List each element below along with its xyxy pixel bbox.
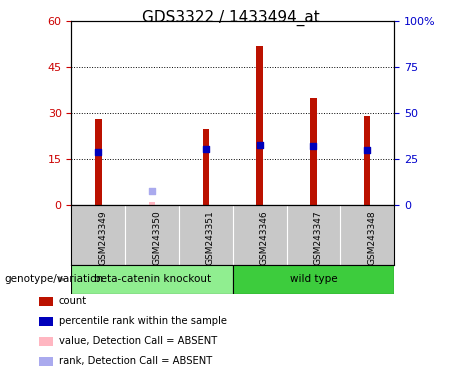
Point xyxy=(95,149,102,155)
Text: beta-catenin knockout: beta-catenin knockout xyxy=(94,274,211,285)
Text: count: count xyxy=(59,296,87,306)
Bar xyxy=(364,116,371,205)
Text: GSM243349: GSM243349 xyxy=(98,210,107,265)
Point xyxy=(148,188,156,194)
Bar xyxy=(256,46,263,205)
Text: wild type: wild type xyxy=(290,274,337,285)
Text: GSM243351: GSM243351 xyxy=(206,210,215,265)
Point xyxy=(310,143,317,149)
Text: percentile rank within the sample: percentile rank within the sample xyxy=(59,316,226,326)
Text: GSM243347: GSM243347 xyxy=(313,210,323,265)
Text: GSM243346: GSM243346 xyxy=(260,210,269,265)
Text: genotype/variation: genotype/variation xyxy=(5,274,104,285)
Bar xyxy=(203,129,209,205)
Bar xyxy=(310,98,317,205)
Point xyxy=(364,147,371,153)
Bar xyxy=(149,202,155,205)
Text: GSM243350: GSM243350 xyxy=(152,210,161,265)
Bar xyxy=(95,119,101,205)
Bar xyxy=(233,265,394,294)
Text: GDS3322 / 1433494_at: GDS3322 / 1433494_at xyxy=(142,10,319,26)
Point xyxy=(202,146,210,152)
Text: GSM243348: GSM243348 xyxy=(367,210,376,265)
Text: rank, Detection Call = ABSENT: rank, Detection Call = ABSENT xyxy=(59,356,212,366)
Point xyxy=(256,142,263,148)
Text: value, Detection Call = ABSENT: value, Detection Call = ABSENT xyxy=(59,336,217,346)
Bar xyxy=(71,265,233,294)
